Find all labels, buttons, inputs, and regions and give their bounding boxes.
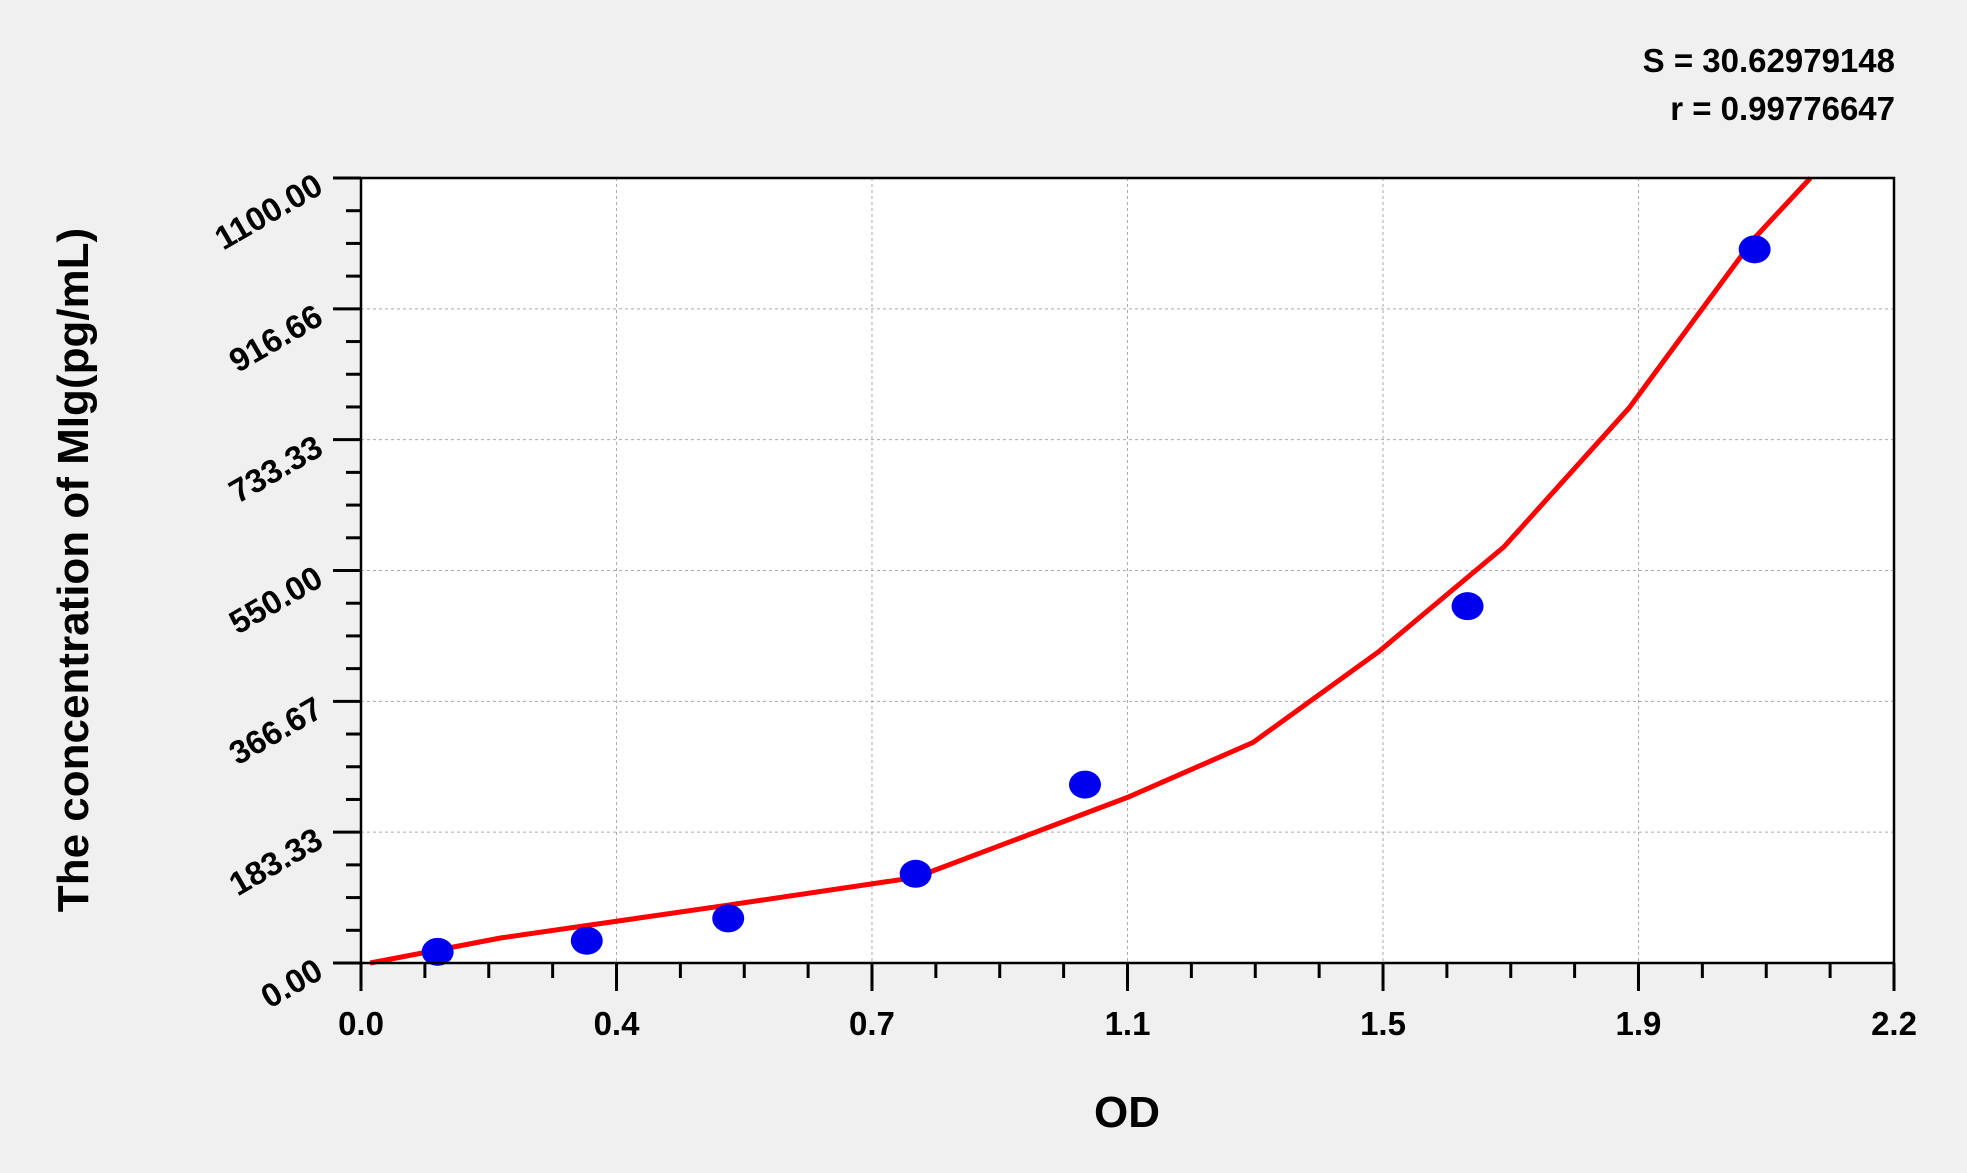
x-tick-label: 0.0: [338, 1005, 384, 1042]
x-axis-label: OD: [1094, 1088, 1160, 1137]
y-tick-label: 183.33: [223, 820, 329, 903]
y-tick-label: 0.00: [254, 951, 328, 1015]
x-tick-label: 1.1: [1105, 1005, 1151, 1042]
data-point: [570, 926, 603, 955]
y-tick-label: 916.66: [223, 297, 329, 380]
s-statistic: S = 30.62979148: [1642, 42, 1895, 79]
data-point: [1738, 235, 1771, 264]
r-statistic: r = 0.99776647: [1670, 90, 1895, 127]
fit-curve-line: [369, 176, 1813, 966]
y-tick-label: 733.33: [223, 428, 329, 511]
y-axis-label: The concentration of MIg(pg/mL): [49, 228, 98, 912]
data-point: [712, 904, 745, 933]
x-tick-label: 2.2: [1871, 1005, 1917, 1042]
x-tick-label: 0.4: [594, 1005, 641, 1042]
x-tick-label: 0.7: [849, 1005, 895, 1042]
data-point: [1068, 770, 1101, 799]
data-point: [1451, 592, 1484, 621]
x-tick-label: 1.5: [1360, 1005, 1406, 1042]
data-point: [899, 859, 932, 888]
data-point: [421, 937, 454, 966]
y-tick-label: 1100.00: [208, 166, 328, 257]
y-tick-label: 550.00: [223, 559, 329, 642]
y-tick-label: 366.67: [223, 689, 329, 772]
x-tick-label: 1.9: [1616, 1005, 1662, 1042]
